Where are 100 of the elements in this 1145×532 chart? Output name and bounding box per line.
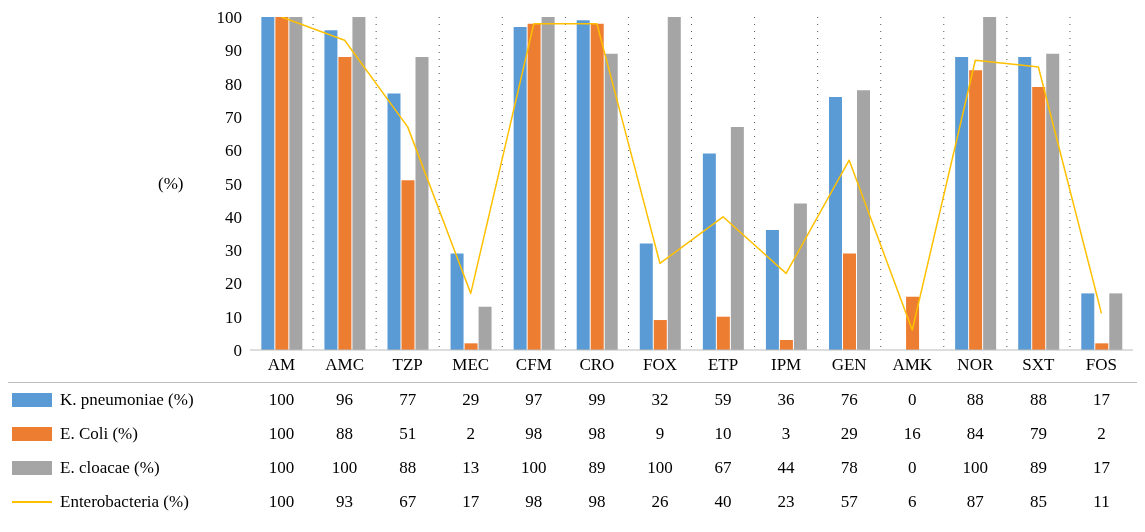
data-label: 88 (965, 389, 985, 411)
data-label: 76 (839, 389, 859, 411)
y-tick-label: 60 (225, 141, 242, 161)
bar (1032, 86, 1046, 350)
data-label: 0 (907, 457, 918, 479)
y-tick-label: 50 (225, 174, 242, 194)
data-label: 29 (461, 389, 481, 411)
data-label: 100 (646, 457, 674, 479)
data-label: 77 (398, 389, 418, 411)
y-tick-label: 20 (225, 274, 242, 294)
y-tick-label: 90 (225, 41, 242, 61)
line-series (280, 17, 1103, 331)
y-tick-label: 100 (216, 8, 242, 28)
data-label: 88 (1028, 389, 1048, 411)
bar (261, 17, 275, 350)
y-tick-label: 10 (225, 307, 242, 327)
legend-label: E. Coli (%) (60, 424, 138, 444)
data-label: 98 (524, 423, 544, 445)
data-label: 10 (713, 423, 733, 445)
data-label: 98 (524, 491, 544, 513)
bar (829, 96, 842, 350)
data-label: 57 (839, 491, 859, 513)
data-label: 67 (398, 491, 418, 513)
data-label: 96 (335, 389, 355, 411)
data-label: 100 (267, 389, 296, 411)
bar (793, 203, 807, 350)
data-label: 99 (587, 389, 607, 411)
data-label: 100 (961, 457, 990, 479)
data-label: 9 (654, 423, 666, 445)
bar (450, 253, 464, 350)
bar (576, 20, 590, 350)
data-label: 40 (713, 491, 733, 513)
x-tick-label: GEN (831, 355, 867, 375)
bar (338, 56, 352, 350)
bar (415, 56, 429, 350)
data-label: 100 (267, 457, 296, 479)
bar (730, 126, 744, 350)
bar (983, 17, 997, 350)
data-label: 26 (650, 491, 670, 513)
bar (590, 23, 604, 350)
bar (527, 23, 541, 350)
x-tick-label: AM (267, 355, 296, 375)
y-tick-label: 30 (225, 241, 242, 261)
y-tick-label: 0 (233, 341, 242, 361)
data-label: 44 (776, 457, 796, 479)
y-tick-label: 40 (225, 207, 242, 227)
bar (464, 343, 478, 350)
data-label: 13 (461, 457, 481, 479)
data-label: 17 (1091, 389, 1111, 411)
data-label: 16 (902, 423, 922, 445)
x-tick-label: IPM (770, 355, 802, 375)
data-label: 17 (461, 491, 481, 513)
y-tick-label: 70 (225, 107, 242, 127)
data-label: 23 (776, 491, 796, 513)
data-label: 89 (1028, 457, 1048, 479)
x-tick-label: NOR (957, 355, 994, 375)
data-label: 17 (1091, 457, 1111, 479)
bar (401, 180, 415, 350)
bar (289, 17, 303, 350)
legend-label: E. cloacae (%) (60, 458, 160, 478)
x-tick-label: AMK (892, 355, 933, 375)
bar (1095, 343, 1109, 350)
bar (1081, 293, 1095, 350)
data-label: 32 (650, 389, 670, 411)
x-tick-label: TZP (392, 355, 423, 375)
bar (513, 26, 527, 350)
data-label: 87 (965, 491, 985, 513)
bar (275, 17, 289, 350)
data-label: 98 (587, 423, 607, 445)
data-label: 11 (1092, 491, 1111, 513)
data-label: 88 (398, 457, 418, 479)
y-tick-label: 80 (225, 74, 242, 94)
data-label: 100 (267, 491, 296, 513)
x-tick-label: CFM (515, 355, 552, 375)
data-label: 97 (524, 389, 544, 411)
bar (702, 153, 716, 350)
legend-label: Enterobacteria (%) (60, 492, 189, 512)
data-label: 85 (1028, 491, 1048, 513)
bar (969, 70, 983, 350)
bar (716, 316, 730, 350)
x-tick-label: FOS (1085, 355, 1118, 375)
data-label: 79 (1028, 423, 1048, 445)
data-label: 29 (839, 423, 859, 445)
x-tick-label: SXT (1022, 355, 1056, 375)
data-label: 2 (1096, 423, 1107, 445)
bar (352, 17, 366, 350)
data-label: 98 (587, 491, 607, 513)
data-label: 3 (780, 423, 792, 445)
bar (387, 93, 401, 350)
bar (1046, 53, 1060, 350)
data-label: 93 (335, 491, 355, 513)
data-label: 78 (839, 457, 859, 479)
bar (955, 56, 969, 350)
x-tick-label: ETP (707, 355, 739, 375)
data-label: 100 (330, 457, 359, 479)
x-tick-label: CRO (579, 355, 615, 375)
bar (1109, 293, 1123, 350)
data-label: 100 (520, 457, 548, 479)
data-label: 51 (398, 423, 418, 445)
bar (604, 53, 618, 350)
